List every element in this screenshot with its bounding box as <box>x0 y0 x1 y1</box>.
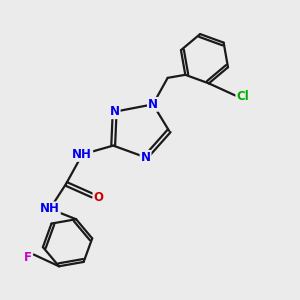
Text: F: F <box>24 251 32 264</box>
Text: Cl: Cl <box>236 91 249 103</box>
Text: N: N <box>141 151 151 164</box>
Text: N: N <box>110 105 120 118</box>
Text: NH: NH <box>40 202 60 215</box>
Text: O: O <box>94 190 103 204</box>
Text: N: N <box>148 98 158 111</box>
Text: NH: NH <box>72 148 92 161</box>
